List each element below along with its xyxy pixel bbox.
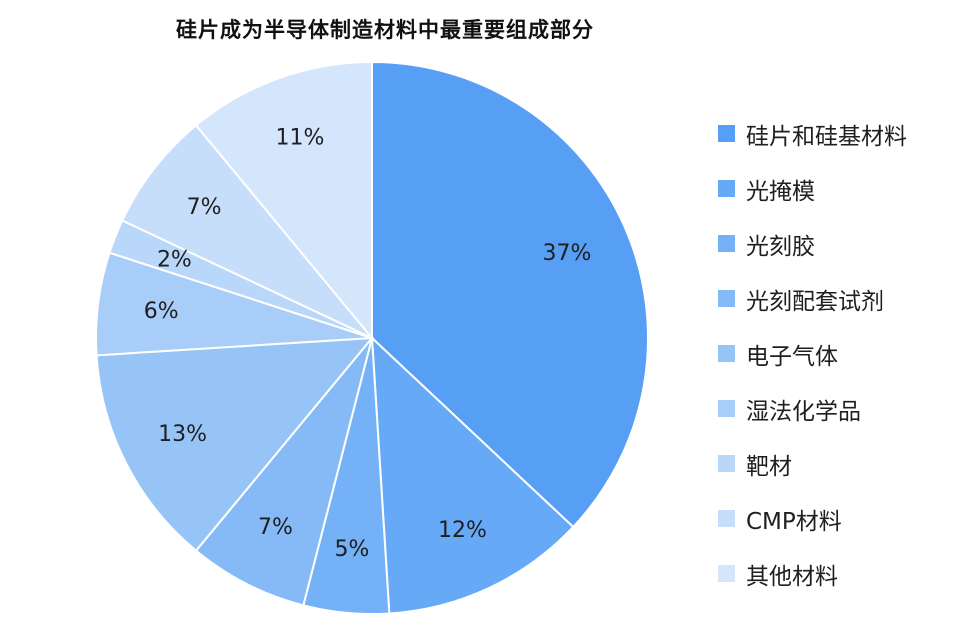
legend-swatch — [718, 565, 735, 582]
legend-swatch — [718, 180, 735, 197]
pie-label-slice-9: 11% — [276, 126, 325, 151]
legend-swatch — [718, 400, 735, 417]
legend-item: 光掩模 — [718, 161, 907, 216]
legend-swatch — [718, 125, 735, 142]
legend-label: 光刻胶 — [746, 233, 815, 260]
legend-item: 光刻配套试剂 — [718, 271, 907, 326]
legend-item: 其他材料 — [718, 546, 907, 601]
legend-item: CMP材料 — [718, 491, 907, 546]
legend-label: 硅片和硅基材料 — [746, 123, 907, 150]
pie-slice-5 — [95, 336, 375, 553]
legend-swatch — [718, 455, 735, 472]
pie-slice-1 — [371, 60, 649, 529]
pie-label-slice-8: 7% — [187, 195, 222, 220]
pie-slices — [95, 60, 649, 615]
pie-label-slice-6: 6% — [144, 299, 179, 324]
pie-slice-4 — [194, 337, 373, 607]
legend-swatch — [718, 235, 735, 252]
pie-slice-8 — [120, 123, 373, 339]
pie-label-slice-2: 12% — [438, 518, 487, 543]
pie-label-slice-1: 37% — [543, 241, 592, 266]
legend-item: 电子气体 — [718, 326, 907, 381]
pie-slice-9 — [194, 60, 373, 341]
legend-swatch — [718, 290, 735, 307]
legend-item: 湿法化学品 — [718, 381, 907, 436]
legend-label: 光刻配套试剂 — [746, 288, 884, 315]
chart-title: 硅片成为半导体制造材料中最重要组成部分 — [176, 18, 594, 42]
pie-label-slice-5: 13% — [158, 422, 207, 447]
legend-label: 靶材 — [746, 453, 792, 480]
legend-item: 光刻胶 — [718, 216, 907, 271]
pie-label-slice-4: 7% — [258, 515, 293, 540]
pie-slice-2 — [370, 335, 575, 615]
legend-label: 电子气体 — [746, 343, 838, 370]
legend-label: 光掩模 — [746, 178, 815, 205]
legend-label: CMP材料 — [746, 508, 842, 535]
chart-legend: 硅片和硅基材料 光掩模光刻胶光刻配套试剂 电子气体湿法化学品靶材 CMP材料其他材料 — [718, 106, 907, 601]
legend-item: 靶材 — [718, 436, 907, 491]
legend-item: 硅片和硅基材料 — [718, 106, 907, 161]
pie-label-slice-7: 2% — [157, 247, 192, 272]
legend-label: 湿法化学品 — [746, 398, 861, 425]
legend-swatch — [718, 510, 735, 527]
pie-labels: 37% 12% 5% 7% 13% 6% 2% 7% 11% — [144, 126, 592, 563]
legend-label: 其他材料 — [746, 563, 838, 590]
legend-swatch — [718, 345, 735, 362]
pie-label-slice-3: 5% — [335, 537, 370, 562]
